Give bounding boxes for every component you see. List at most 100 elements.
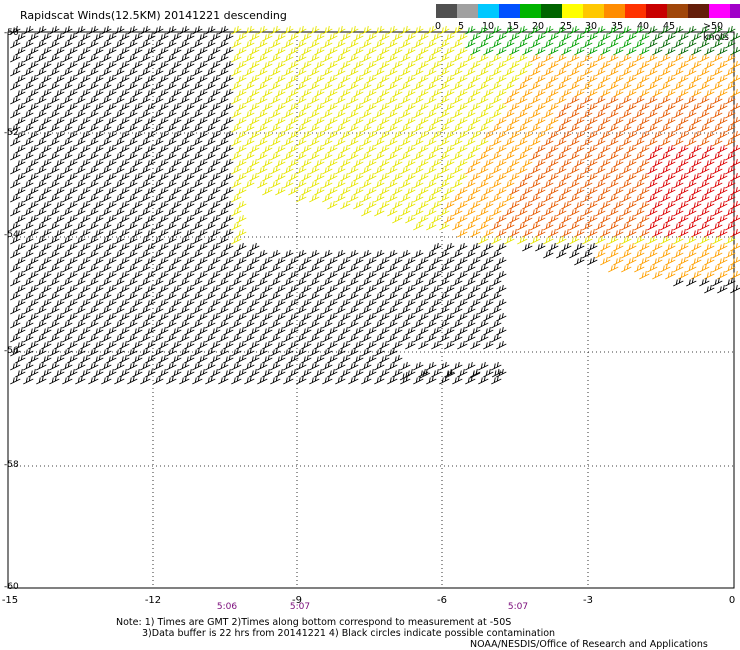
wind-barb — [725, 207, 736, 217]
wind-barb — [478, 235, 489, 245]
wind-barb — [348, 319, 359, 329]
wind-barb — [660, 193, 671, 203]
wind-barb — [439, 39, 450, 49]
wind-barb — [413, 39, 424, 49]
wind-barb — [127, 361, 138, 371]
wind-barb — [621, 263, 632, 273]
wind-barb — [62, 375, 73, 385]
wind-barb — [296, 123, 307, 133]
wind-barb — [231, 123, 242, 133]
wind-barb — [686, 193, 697, 203]
wind-barb — [49, 193, 60, 203]
wind-barb — [374, 305, 385, 315]
wind-barb — [335, 333, 346, 343]
wind-barb — [478, 95, 489, 105]
colorbar-label: 20 — [531, 21, 545, 32]
wind-barb — [361, 277, 372, 287]
wind-barb — [205, 137, 216, 147]
wind-barb — [439, 95, 450, 105]
wind-barb — [465, 151, 476, 161]
wind-barb — [569, 221, 580, 231]
wind-barb — [23, 375, 34, 385]
wind-barb — [634, 165, 645, 175]
wind-barb — [725, 109, 736, 119]
wind-barb — [652, 270, 663, 280]
wind-barb — [634, 25, 645, 35]
wind-barb — [244, 249, 255, 259]
wind-barb — [348, 193, 359, 203]
wind-barb — [517, 221, 528, 231]
wind-barb — [634, 207, 645, 217]
wind-barb — [36, 305, 47, 315]
wind-barb — [309, 319, 320, 329]
wind-barb — [634, 235, 645, 245]
wind-barb — [257, 333, 268, 343]
wind-barb — [517, 25, 528, 35]
wind-barb — [457, 340, 468, 350]
wind-barb — [296, 95, 307, 105]
wind-barb — [374, 39, 385, 49]
wind-barb — [283, 263, 294, 273]
lat-label-52: -52 — [4, 128, 19, 138]
wind-barb — [660, 249, 671, 259]
wind-barb — [283, 319, 294, 329]
wind-barb — [153, 165, 164, 175]
wind-barb — [660, 39, 671, 49]
wind-barb — [205, 109, 216, 119]
wind-barb — [283, 347, 294, 357]
wind-barb — [374, 123, 385, 133]
wind-barb — [439, 207, 450, 217]
wind-barb — [348, 81, 359, 91]
wind-barb — [535, 242, 546, 252]
wind-barb — [166, 347, 177, 357]
wind-barb — [361, 39, 372, 49]
wind-barb — [257, 347, 268, 357]
wind-barb — [309, 277, 320, 287]
wind-barb — [582, 151, 593, 161]
wind-barb — [400, 319, 411, 329]
wind-barb — [634, 137, 645, 147]
wind-barb — [452, 39, 463, 49]
wind-barb — [595, 95, 606, 105]
wind-barb — [452, 193, 463, 203]
wind-barb — [556, 67, 567, 77]
wind-barb — [62, 179, 73, 189]
wind-barb — [730, 102, 740, 112]
wind-barb — [153, 207, 164, 217]
wind-barb — [309, 347, 320, 357]
wind-barb — [166, 165, 177, 175]
wind-barb — [387, 81, 398, 91]
wind-barb — [49, 81, 60, 91]
wind-barb — [491, 305, 502, 315]
wind-barb — [452, 25, 463, 35]
wind-barb — [296, 25, 307, 35]
wind-barb — [166, 25, 177, 35]
wind-barb — [75, 221, 86, 231]
wind-barb — [465, 67, 476, 77]
wind-barb — [218, 305, 229, 315]
wind-barb — [647, 39, 658, 49]
wind-barb — [530, 193, 541, 203]
wind-barb — [192, 361, 203, 371]
wind-barb — [218, 81, 229, 91]
wind-barb — [62, 249, 73, 259]
wind-barb — [587, 256, 598, 266]
wind-barb — [75, 137, 86, 147]
wind-barb — [114, 193, 125, 203]
wind-barb — [470, 228, 481, 238]
wind-barb — [491, 39, 502, 49]
wind-barb — [348, 249, 359, 259]
wind-barb — [49, 305, 60, 315]
wind-barb — [465, 375, 476, 385]
wind-barb — [608, 221, 619, 231]
wind-barb — [413, 263, 424, 273]
wind-barb — [257, 95, 268, 105]
wind-barb — [426, 263, 437, 273]
wind-barb — [36, 249, 47, 259]
wind-barb — [374, 179, 385, 189]
wind-barb — [335, 361, 346, 371]
wind-barb — [49, 263, 60, 273]
wind-barb — [348, 179, 359, 189]
lon-label-15: -15 — [1, 595, 19, 606]
wind-barb — [517, 53, 528, 63]
